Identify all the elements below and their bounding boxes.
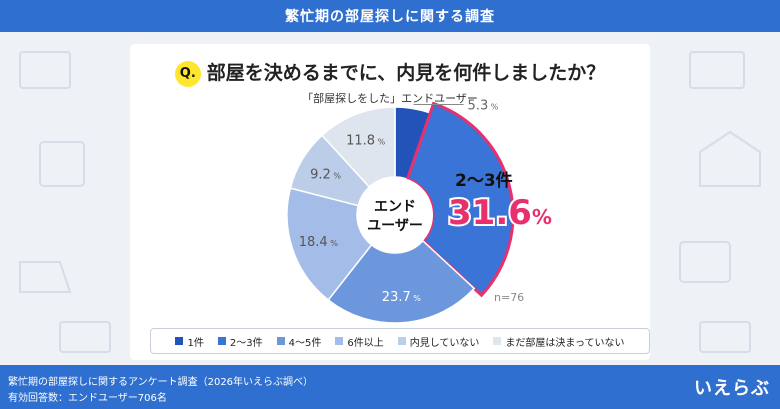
- question-badge: Q.: [174, 61, 201, 87]
- sample-size: n=76: [494, 291, 524, 304]
- data-label-3: 23.7 %: [382, 290, 421, 305]
- chart-legend: 1件 2〜3件 4〜5件 6件以上 内見していない まだ部屋は決まっていない: [150, 328, 650, 354]
- page-header: 繁忙期の部屋探しに関する調査: [0, 0, 780, 32]
- center-label-line2: ユーザー: [367, 218, 423, 234]
- legend-item-6: まだ部屋は決まっていない: [493, 334, 625, 349]
- legend-item-5: 内見していない: [397, 334, 480, 349]
- donut-center: [357, 177, 433, 253]
- legend-item-1: 1件: [175, 334, 204, 349]
- legend-label: 4〜5件: [288, 337, 322, 349]
- legend-swatch: [397, 337, 406, 345]
- legend-item-2: 2〜3件: [217, 334, 263, 349]
- center-label-line1: エンド: [374, 199, 416, 215]
- data-label-1: 5.3 %: [468, 99, 499, 114]
- legend-label: まだ部屋は決まっていない: [505, 337, 625, 349]
- data-label-5: 9.2 %: [310, 167, 341, 182]
- footer-survey-note: 繁忙期の部屋探しに関するアンケート調査（2026年いえらぶ調べ）: [8, 377, 314, 388]
- data-label-4: 18.4 %: [299, 235, 338, 250]
- legend-item-4: 6件以上: [335, 334, 384, 349]
- legend-swatch: [217, 337, 226, 345]
- highlight-value: 31.6%: [448, 193, 552, 233]
- question-text: 部屋を決めるまでに、内見を何件しましたか？: [206, 62, 606, 84]
- data-label-6: 11.8 %: [346, 134, 385, 149]
- legend-swatch: [276, 337, 285, 345]
- legend-item-3: 4〜5件: [276, 334, 322, 349]
- legend-label: 6件以上: [347, 337, 384, 349]
- legend-label: 内見していない: [409, 337, 480, 349]
- brand-logo: いえらぶ: [694, 378, 770, 399]
- legend-swatch: [335, 337, 344, 345]
- pie-slice-4: [286, 187, 373, 301]
- legend-label: 1件: [187, 337, 204, 349]
- question-heading: Q. 部屋を決めるまでに、内見を何件しましたか？: [0, 58, 780, 87]
- chart-subtitle: 「部屋探しをした」エンドユーザー: [302, 92, 478, 105]
- legend-label: 2〜3件: [229, 337, 263, 349]
- legend-swatch: [493, 337, 502, 345]
- legend-swatch: [175, 337, 184, 345]
- header-title: 繁忙期の部屋探しに関する調査: [285, 9, 495, 25]
- highlight-category: 2〜3件: [455, 170, 513, 191]
- page-footer: 繁忙期の部屋探しに関するアンケート調査（2026年いえらぶ調べ） 有効回答数：エ…: [0, 365, 780, 409]
- background-pattern: [19, 51, 761, 353]
- footer-respondents: 有効回答数：エンドユーザー706名: [8, 393, 167, 404]
